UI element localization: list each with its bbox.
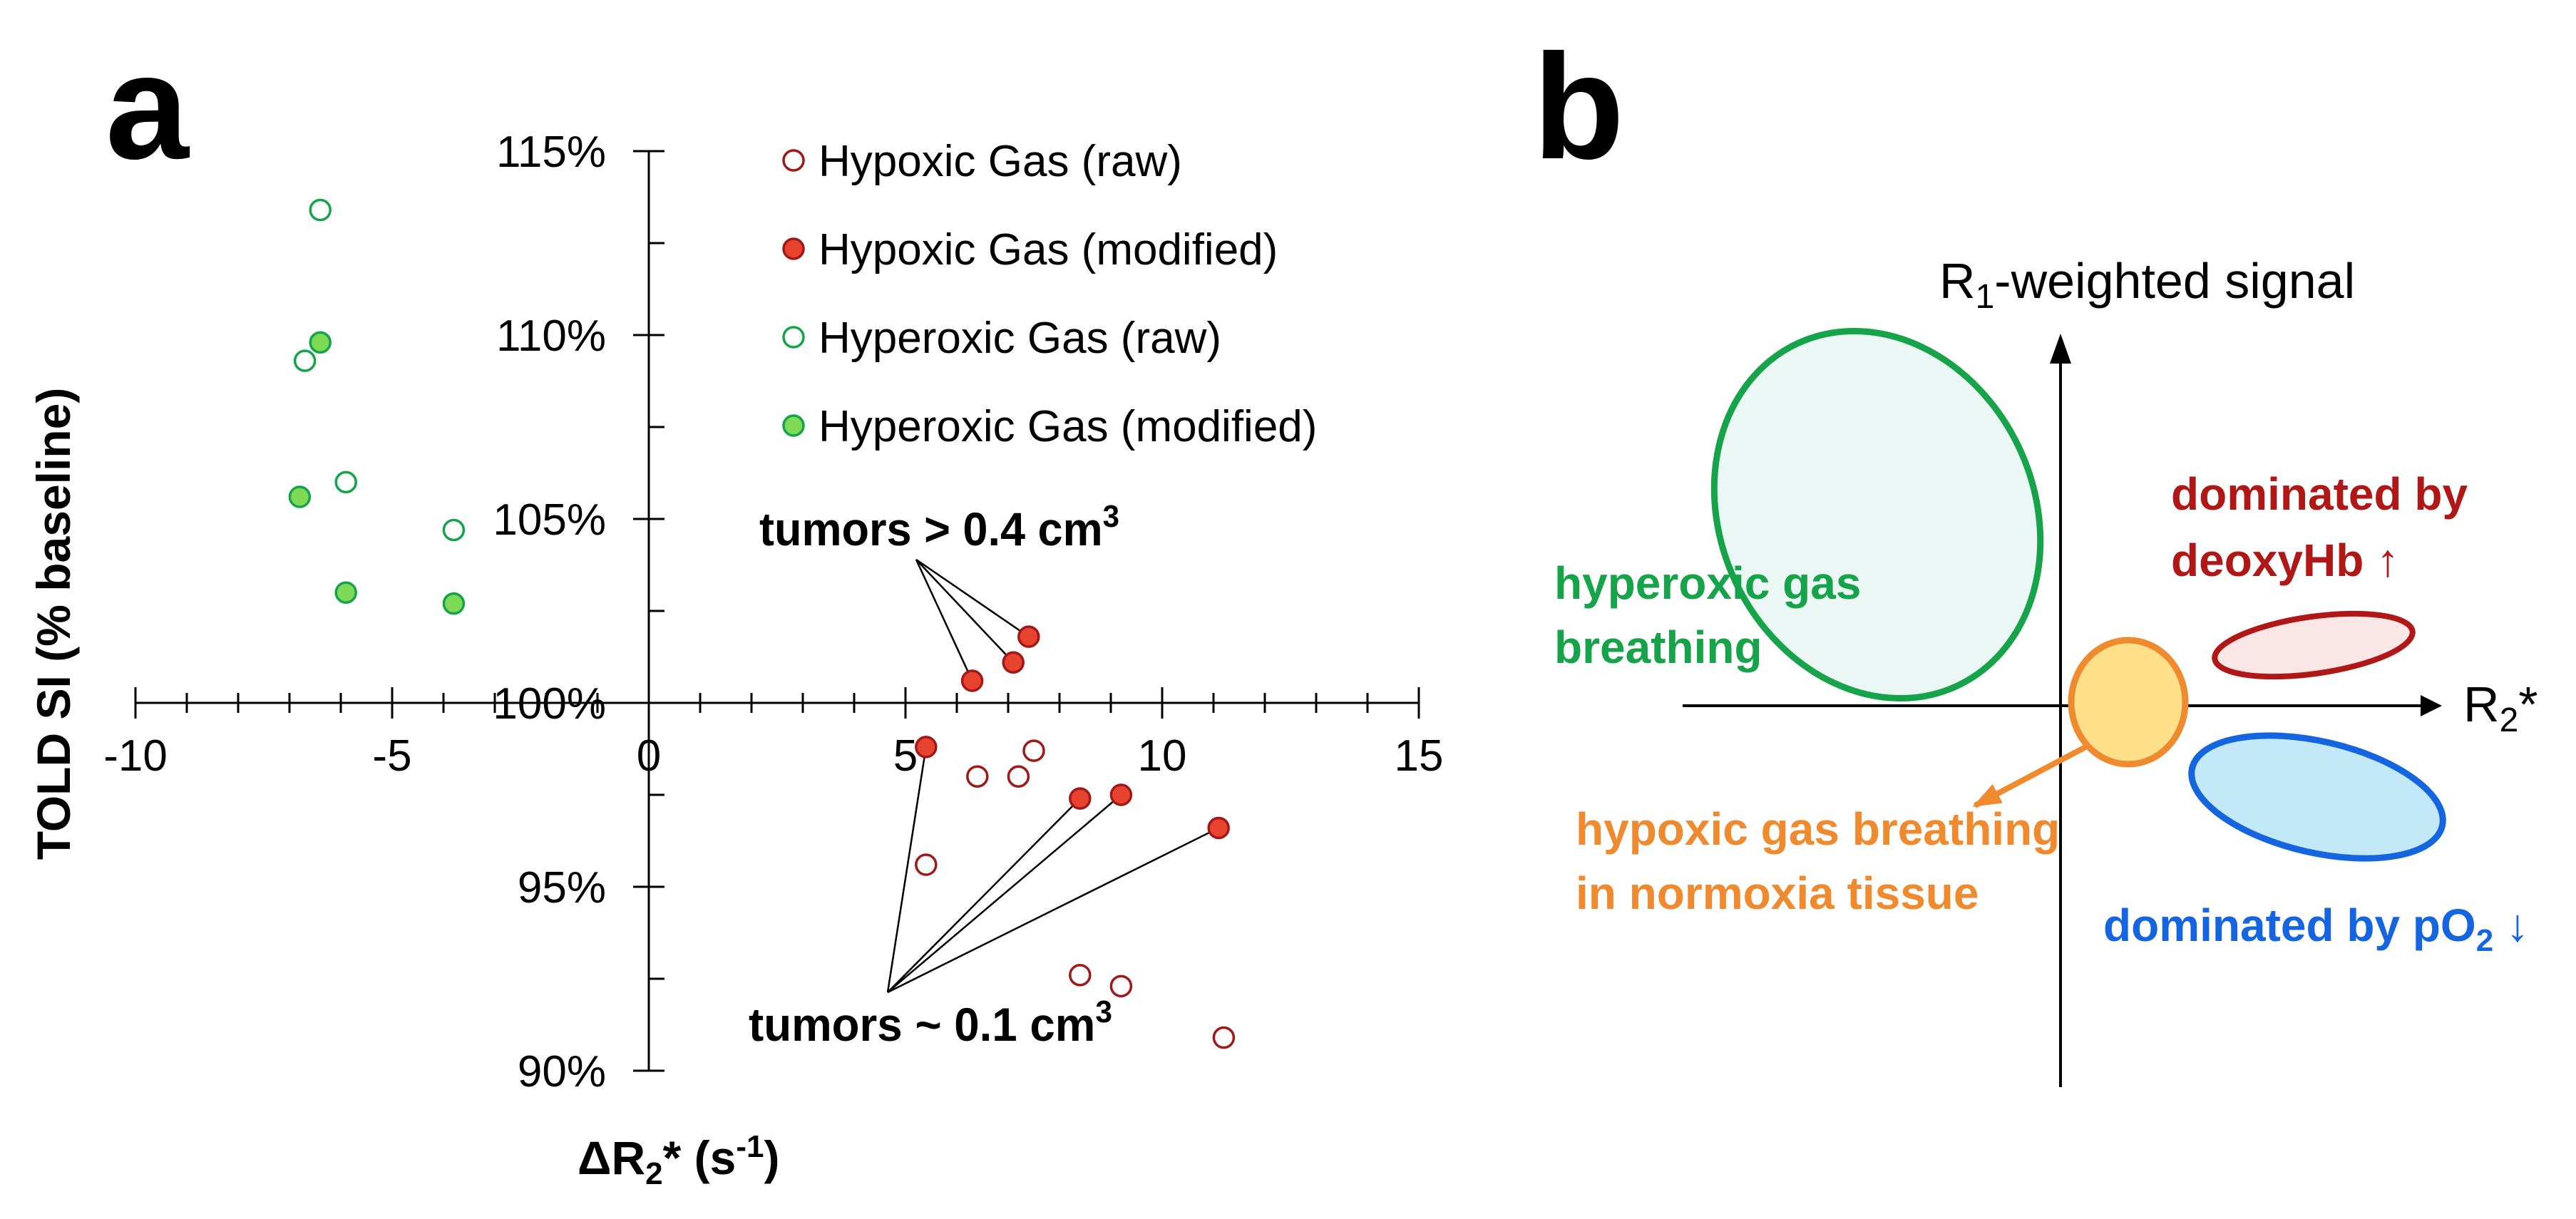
x-ticks: -10 -5 0 5 10 15 — [103, 687, 1443, 781]
y-ticks: 90% 95% 100% 105% 110% 115% — [493, 128, 664, 1096]
data-point — [1069, 787, 1092, 810]
data-point — [1022, 739, 1045, 762]
x-axis-label: ΔR2* (s-1) — [578, 1129, 779, 1191]
legend-label: Hyperoxic Gas (raw) — [819, 314, 1221, 363]
data-point — [1002, 651, 1025, 674]
diagram-y-axis-label: R1-weighted signal — [1939, 253, 2355, 316]
po2-region — [2188, 732, 2446, 862]
y-tick-label: 105% — [493, 495, 606, 545]
annotation-large-tumors: tumors > 0.4 cm3 — [759, 499, 1119, 555]
legend-marker — [782, 149, 805, 172]
normoxia-region — [2068, 637, 2189, 768]
annotation-leader — [915, 559, 973, 681]
scatter-plot: -10 -5 0 5 10 15 90% 95% 100% 105% 110% 115% Hypox… — [27, 128, 1443, 1191]
annotation-leader — [915, 559, 1015, 664]
y-tick-label: 100% — [493, 679, 606, 729]
x-tick-label: 0 — [637, 731, 661, 781]
annotation-small-tumors: tumors ~ 0.1 cm3 — [749, 994, 1112, 1051]
annotation-leader — [886, 746, 928, 993]
data-point — [960, 669, 984, 692]
data-point — [1007, 765, 1030, 788]
normoxia-arrow — [1972, 744, 2087, 808]
data-point — [1109, 783, 1133, 806]
hyperoxic-label: hyperoxic gas breathing — [1554, 557, 1874, 673]
data-point — [915, 736, 938, 758]
legend-marker — [782, 237, 805, 260]
diagram-y-arrowhead — [2050, 334, 2071, 364]
deoxyhb-region — [2212, 610, 2416, 680]
data-point — [1207, 816, 1230, 840]
x-tick-label: 15 — [1395, 731, 1444, 781]
y-tick-label: 90% — [518, 1047, 606, 1096]
data-point — [334, 470, 357, 494]
data-point — [1109, 974, 1133, 998]
data-points — [288, 198, 1236, 1049]
x-tick-label: 5 — [893, 731, 918, 781]
data-point — [1212, 1026, 1236, 1049]
y-axis-label: TOLD SI (% baseline) — [27, 388, 80, 860]
diagram-x-axis-label: R2* — [2463, 677, 2538, 739]
panel-b-letter: b — [1533, 23, 1624, 190]
data-point — [442, 518, 466, 542]
data-point — [288, 485, 312, 508]
panel-a-letter: a — [106, 23, 190, 190]
annotation-leader — [887, 794, 1122, 993]
x-tick-label: 10 — [1138, 731, 1187, 781]
data-point — [1069, 964, 1092, 987]
data-point — [334, 581, 357, 604]
data-point — [309, 331, 332, 354]
x-tick-label: -10 — [103, 731, 168, 781]
legend-label: Hypoxic Gas (raw) — [819, 137, 1182, 186]
data-point — [1017, 625, 1040, 648]
annotation-leader — [915, 558, 1030, 638]
data-point — [293, 349, 317, 372]
legend-marker — [782, 326, 805, 349]
y-tick-label: 115% — [496, 128, 606, 177]
legend: Hypoxic Gas (raw) Hypoxic Gas (modified) H… — [782, 137, 1317, 451]
annotation-leader — [887, 798, 1081, 993]
normoxia-label: hypoxic gas breathing in normoxia tissue — [1576, 803, 2073, 919]
data-point — [966, 765, 989, 788]
data-point — [915, 853, 938, 876]
conceptual-diagram: R1-weighted signal R2* hyperoxic gas bre… — [1554, 253, 2538, 1087]
legend-marker — [782, 414, 805, 437]
annotation-leaders — [886, 558, 1219, 994]
legend-label: Hyperoxic Gas (modified) — [819, 402, 1317, 451]
y-tick-label: 110% — [496, 312, 606, 361]
legend-label: Hypoxic Gas (modified) — [819, 225, 1278, 274]
hyperoxic-region — [1710, 327, 2044, 702]
data-point — [309, 198, 332, 222]
po2-label: dominated by pO2 ↓ — [2103, 900, 2529, 958]
x-tick-label: -5 — [372, 731, 411, 781]
annotation-leader — [887, 827, 1219, 994]
data-point — [442, 592, 466, 615]
y-tick-label: 95% — [518, 863, 606, 912]
diagram-x-arrowhead — [2421, 695, 2442, 716]
deoxyhb-label: dominated by deoxyHb ↑ — [2171, 468, 2480, 586]
